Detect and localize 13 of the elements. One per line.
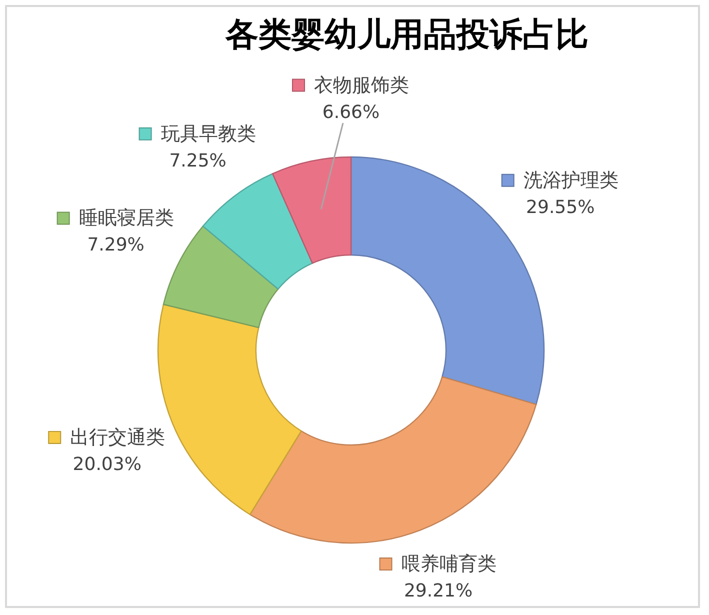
data-label: 7.29% xyxy=(87,234,144,256)
data-label: 29.55% xyxy=(526,196,595,218)
data-label: 7.25% xyxy=(169,150,226,172)
legend-label: 喂养哺育类 xyxy=(401,553,496,576)
data-label: 6.66% xyxy=(322,102,380,123)
legend-label: 睡眠寝居类 xyxy=(78,207,174,230)
legend-label: 出行交通类 xyxy=(70,426,166,448)
legend-label: 洗浴护理类 xyxy=(523,169,618,192)
legend-label: 玩具早教类 xyxy=(160,122,256,145)
data-label: 20.03% xyxy=(72,454,142,475)
data-label: 29.21% xyxy=(404,580,473,602)
chart-title: 各类婴幼儿用品投诉占比 xyxy=(224,16,588,54)
legend-label: 衣物服饰类 xyxy=(314,74,409,96)
